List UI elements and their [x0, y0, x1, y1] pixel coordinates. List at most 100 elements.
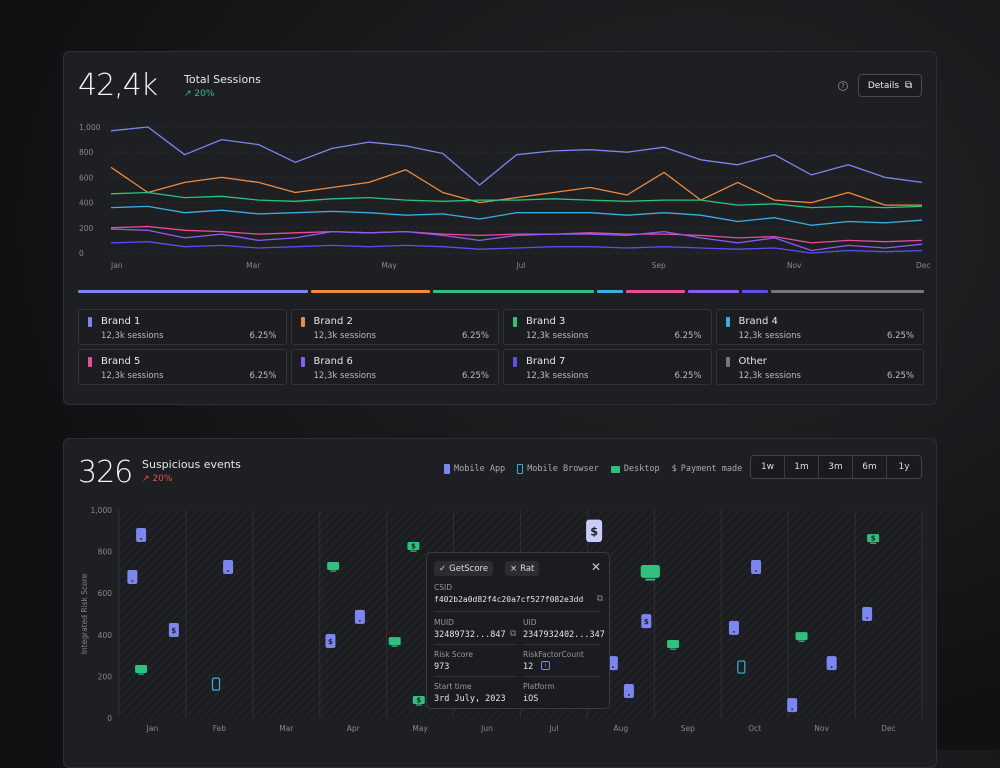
desktop-icon — [640, 565, 660, 578]
home-dot — [628, 694, 630, 696]
event-point-mobile-app[interactable]: $ — [586, 519, 603, 542]
events-total: 326 — [78, 455, 133, 490]
brand-card[interactable]: Brand 3 12,3k sessions 6.25% — [503, 309, 712, 345]
brand-sessions: 12,3k sessions — [313, 331, 376, 341]
y-tick-label: 400 — [79, 199, 94, 208]
brand-percent: 6.25% — [674, 331, 702, 341]
legend-item: Mobile App — [444, 464, 505, 474]
event-point-mobile-app[interactable] — [787, 698, 798, 713]
mobile-browser-icon — [517, 464, 524, 474]
range-6m[interactable]: 6m — [853, 456, 887, 478]
event-point-desktop[interactable]: $ — [867, 534, 880, 544]
external-link-icon[interactable]: ⧉ — [596, 594, 603, 604]
event-point-desktop[interactable] — [135, 664, 148, 675]
x-tick-label: May — [381, 261, 397, 270]
home-dot — [866, 617, 869, 619]
x-tick-label: Jul — [548, 724, 558, 733]
event-point-mobile-browser[interactable] — [737, 660, 746, 674]
mobile-app-icon — [862, 607, 873, 621]
desktop-icon — [795, 632, 808, 641]
x-tick-label: Apr — [347, 724, 361, 733]
series-line — [110, 191, 923, 209]
event-point-desktop[interactable]: $ — [412, 695, 425, 706]
color-swatch — [88, 317, 92, 327]
event-point-mobile-app[interactable]: $ — [325, 634, 336, 649]
brand-card[interactable]: Other 12,3k sessions 6.25% — [715, 349, 924, 385]
brand-cards: Brand 1 12,3k sessions 6.25% Brand 2 12,3k s… — [78, 309, 924, 385]
x-tick-label: Sep — [681, 724, 695, 733]
legend-item: Mobile Browser — [517, 464, 599, 474]
brand-share-segment — [78, 290, 308, 293]
event-point-mobile-app[interactable] — [354, 609, 365, 624]
dollar-icon: $ — [328, 638, 333, 646]
desktop-stand — [670, 648, 677, 650]
desktop-stand — [870, 542, 877, 544]
brand-card[interactable]: Brand 6 12,3k sessions 6.25% — [290, 349, 499, 385]
x-icon: × — [510, 563, 518, 574]
brand-share-segment — [625, 290, 686, 293]
event-point-desktop[interactable] — [640, 565, 660, 581]
brand-share-segment — [688, 290, 740, 293]
divider — [523, 676, 601, 677]
external-link-icon[interactable]: ⧉ — [510, 629, 517, 639]
brand-share-segment — [770, 290, 924, 293]
event-point-mobile-browser[interactable] — [211, 677, 221, 691]
event-point-mobile-app[interactable]: $ — [641, 614, 652, 629]
home-dot — [611, 666, 614, 668]
event-point-mobile-app[interactable] — [607, 656, 618, 671]
desktop-stand — [415, 704, 422, 706]
y-axis-label: Integrated Risk Score — [80, 573, 89, 654]
close-icon[interactable]: ✕ — [590, 560, 601, 574]
dollar-icon: $ — [411, 543, 416, 551]
range-1y[interactable]: 1y — [887, 456, 921, 478]
uid-label: UID — [523, 618, 537, 627]
desktop-icon — [407, 542, 420, 551]
x-tick-label: Aug — [614, 724, 629, 733]
event-point-mobile-app[interactable] — [127, 569, 138, 584]
chip-getscore[interactable]: ✓ GetScore — [434, 561, 494, 576]
event-point-mobile-app[interactable] — [728, 620, 739, 635]
event-point-mobile-app[interactable] — [862, 607, 873, 621]
desktop-stand — [645, 578, 656, 581]
brand-card[interactable]: Brand 7 12,3k sessions 6.25% — [503, 349, 712, 385]
x-tick-label: Oct — [748, 724, 761, 733]
range-1w[interactable]: 1w — [751, 456, 785, 478]
event-point-mobile-app[interactable] — [751, 559, 762, 574]
home-dot — [140, 538, 142, 540]
mobile-app-icon — [728, 620, 739, 635]
chip-rat[interactable]: × Rat — [505, 561, 540, 576]
event-point-mobile-app[interactable] — [826, 656, 837, 671]
desktop-stand — [391, 645, 398, 647]
event-point-mobile-app[interactable] — [623, 683, 634, 698]
x-tick-label: Jan — [110, 261, 123, 270]
event-point-mobile-app[interactable]: $ — [168, 623, 179, 638]
brand-percent: 6.25% — [249, 371, 277, 381]
event-point-desktop[interactable] — [327, 561, 340, 572]
brand-card[interactable]: Brand 5 12,3k sessions 6.25% — [78, 349, 287, 385]
dollar-icon: $ — [871, 535, 876, 543]
total-sessions-panel: 42,4k Total Sessions ↗ 20% ? Details ⧉ 0 2… — [63, 51, 937, 405]
event-point-mobile-app[interactable] — [223, 559, 234, 574]
info-icon[interactable]: i — [541, 661, 550, 670]
event-point-desktop[interactable]: $ — [407, 542, 420, 552]
dollar-icon: $ — [416, 696, 421, 704]
range-1m[interactable]: 1m — [785, 456, 819, 478]
desktop-stand — [138, 673, 145, 675]
brand-card[interactable]: Brand 1 12,3k sessions 6.25% — [78, 309, 287, 345]
question-circle-icon[interactable]: ? — [838, 81, 848, 91]
sessions-line-chart: 0 200 400 600 800 1,000 Jan Mar May Jul Sep Nov Dec — [79, 123, 931, 270]
brand-card[interactable]: Brand 2 12,3k sessions 6.25% — [290, 309, 499, 345]
dollar-icon: $ — [644, 618, 649, 626]
brand-card[interactable]: Brand 4 12,3k sessions 6.25% — [715, 309, 924, 345]
brand-share-segment — [742, 290, 768, 293]
details-button[interactable]: Details ⧉ — [858, 74, 922, 97]
home-dot — [359, 620, 361, 622]
x-tick-label: Feb — [213, 724, 227, 733]
event-point-desktop[interactable] — [667, 639, 680, 650]
event-point-mobile-app[interactable] — [136, 527, 147, 542]
brand-sessions: 12,3k sessions — [526, 331, 589, 341]
range-3m[interactable]: 3m — [819, 456, 853, 478]
start-time-value: 3rd July, 2023 — [434, 694, 506, 704]
event-point-desktop[interactable] — [795, 632, 808, 642]
event-point-desktop[interactable] — [388, 637, 401, 647]
